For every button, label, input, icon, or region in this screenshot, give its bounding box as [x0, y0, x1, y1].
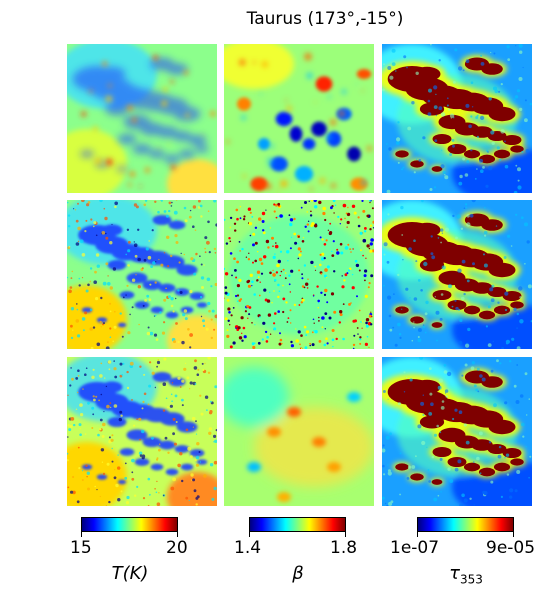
- tau-symbol: τ: [449, 563, 460, 584]
- map-temperature-row3-image: [67, 357, 217, 506]
- figure-title: Taurus (173°,-15°): [246, 9, 404, 29]
- map-blobs: [247, 392, 361, 502]
- colorbar-tau-min-label: 1e-07: [390, 538, 440, 558]
- map-beta-row3: [224, 357, 374, 506]
- map-tau-row1: [382, 44, 532, 193]
- colorbar-temperature-tick-max: [177, 532, 178, 537]
- temperature-unit: (K): [122, 563, 149, 584]
- colorbar-beta-label: β: [248, 563, 348, 584]
- map-temperature-row1-image: [67, 44, 217, 193]
- temperature-symbol: T: [111, 563, 123, 584]
- colorbar-beta-tick-min: [249, 532, 250, 537]
- map-beta-row2: [224, 200, 374, 349]
- map-noise: [67, 200, 217, 349]
- map-tau-row3-image: [382, 357, 532, 506]
- colorbar-temperature: [81, 517, 178, 532]
- colorbar-beta: [249, 517, 346, 532]
- map-texture: [224, 367, 374, 487]
- colorbar-beta-tick-max: [345, 532, 346, 537]
- map-texture: [224, 44, 294, 89]
- map-noise: [382, 44, 532, 193]
- filament-core: [387, 370, 524, 485]
- map-beta-row1: [224, 44, 374, 193]
- map-noise: [383, 200, 532, 349]
- colorbar-beta-max-label: 1.8: [330, 538, 358, 558]
- colorbar-temperature-min-label: 15: [70, 538, 92, 558]
- colorbar-tau-max-label: 9e-05: [486, 538, 536, 558]
- beta-symbol: β: [292, 563, 304, 584]
- filament-cold: [72, 57, 209, 172]
- map-noise: [224, 200, 374, 349]
- map-beta-row2-image: [224, 200, 374, 349]
- map-tau-row2: [382, 200, 532, 349]
- colorbar-tau-tick-max: [513, 532, 514, 537]
- colorbar-beta-min-label: 1.4: [234, 538, 262, 558]
- map-noise: [382, 357, 532, 506]
- map-tau-row1-image: [382, 44, 532, 193]
- map-blobs: [236, 68, 372, 192]
- colorbar-temperature-tick-min: [81, 532, 82, 537]
- map-beta-row3-image: [224, 357, 374, 506]
- tau-subscript: 353: [459, 572, 483, 587]
- filament-cold: [78, 214, 208, 328]
- colorbar-temperature-label: T(K): [80, 563, 180, 584]
- colorbar-tau-tick-min: [417, 532, 418, 537]
- colorbar-tau-label: τ353: [416, 563, 516, 587]
- map-noise: [81, 55, 216, 188]
- map-temperature-row1: [67, 44, 217, 193]
- map-temperature-row2-image: [67, 200, 217, 349]
- map-texture: [229, 215, 369, 335]
- map-temperature-row2: [67, 200, 217, 349]
- filament-core: [387, 213, 524, 328]
- colorbar-temperature-max-label: 20: [166, 538, 188, 558]
- map-tau-row2-image: [382, 200, 532, 349]
- colorbar-tau: [417, 517, 514, 532]
- map-tau-row3: [382, 357, 532, 506]
- map-beta-row1-image: [224, 44, 374, 193]
- map-noise: [226, 53, 372, 192]
- map-noise: [67, 357, 217, 506]
- map-temperature-row3: [67, 357, 217, 506]
